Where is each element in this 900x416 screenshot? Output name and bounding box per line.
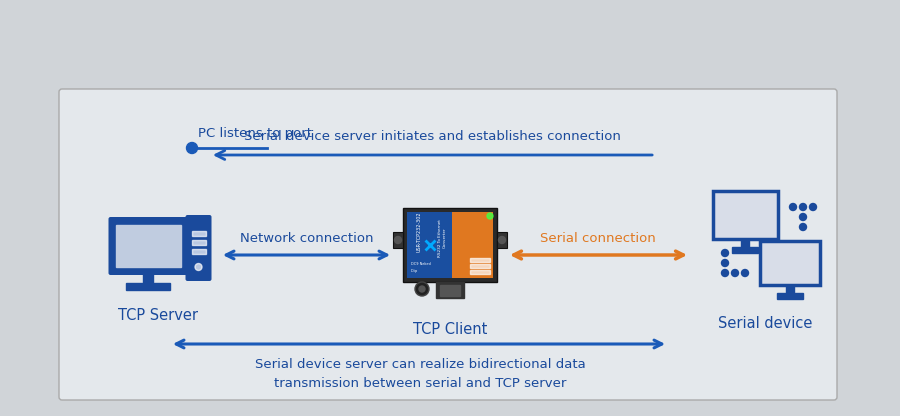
Text: Serial device server initiates and establishes connection: Serial device server initiates and estab…	[244, 129, 620, 143]
Bar	[470, 270, 490, 274]
Polygon shape	[452, 212, 493, 278]
Text: TCP Client: TCP Client	[413, 322, 487, 337]
Circle shape	[799, 213, 806, 220]
Bar	[732, 247, 758, 253]
Bar	[192, 240, 205, 245]
Bar	[440, 285, 460, 296]
Bar	[192, 231, 205, 236]
Text: Serial device server can realize bidirectional data
transmission between serial : Serial device server can realize bidirec…	[255, 358, 585, 390]
FancyBboxPatch shape	[109, 217, 187, 275]
Bar	[470, 258, 490, 262]
Polygon shape	[497, 232, 507, 248]
Bar	[470, 264, 490, 268]
Bar	[741, 239, 749, 247]
Bar	[436, 282, 464, 298]
Circle shape	[722, 270, 728, 277]
Text: USR-TCP232-302: USR-TCP232-302	[417, 212, 422, 252]
Circle shape	[419, 286, 425, 292]
Circle shape	[799, 203, 806, 210]
Text: PC listens to port: PC listens to port	[198, 126, 312, 139]
Circle shape	[809, 203, 816, 210]
Text: Serial device: Serial device	[718, 316, 812, 331]
Circle shape	[415, 282, 429, 296]
Circle shape	[732, 270, 739, 277]
Circle shape	[742, 270, 749, 277]
Text: Network connection: Network connection	[240, 231, 374, 245]
Polygon shape	[393, 232, 403, 248]
Circle shape	[186, 143, 197, 154]
FancyBboxPatch shape	[760, 241, 820, 285]
Text: Serial connection: Serial connection	[540, 231, 656, 245]
Text: RS232 To Ethernet
Converter: RS232 To Ethernet Converter	[437, 219, 446, 257]
Bar	[192, 249, 205, 254]
Circle shape	[789, 203, 796, 210]
Text: D-ip: D-ip	[411, 269, 418, 273]
FancyBboxPatch shape	[713, 191, 778, 239]
Circle shape	[722, 260, 728, 267]
Circle shape	[799, 223, 806, 230]
Bar	[786, 285, 794, 293]
Bar	[115, 225, 181, 267]
Circle shape	[499, 237, 506, 243]
Polygon shape	[407, 212, 452, 278]
Text: DC9 Neked: DC9 Neked	[411, 262, 431, 266]
Circle shape	[722, 250, 728, 257]
Circle shape	[394, 237, 401, 243]
Circle shape	[487, 213, 493, 219]
Circle shape	[195, 263, 202, 270]
Text: TCP Server: TCP Server	[118, 308, 198, 323]
Bar	[143, 273, 153, 283]
Bar	[777, 293, 803, 299]
Polygon shape	[403, 208, 497, 282]
Bar	[126, 283, 170, 290]
FancyBboxPatch shape	[185, 215, 211, 281]
FancyBboxPatch shape	[59, 89, 837, 400]
